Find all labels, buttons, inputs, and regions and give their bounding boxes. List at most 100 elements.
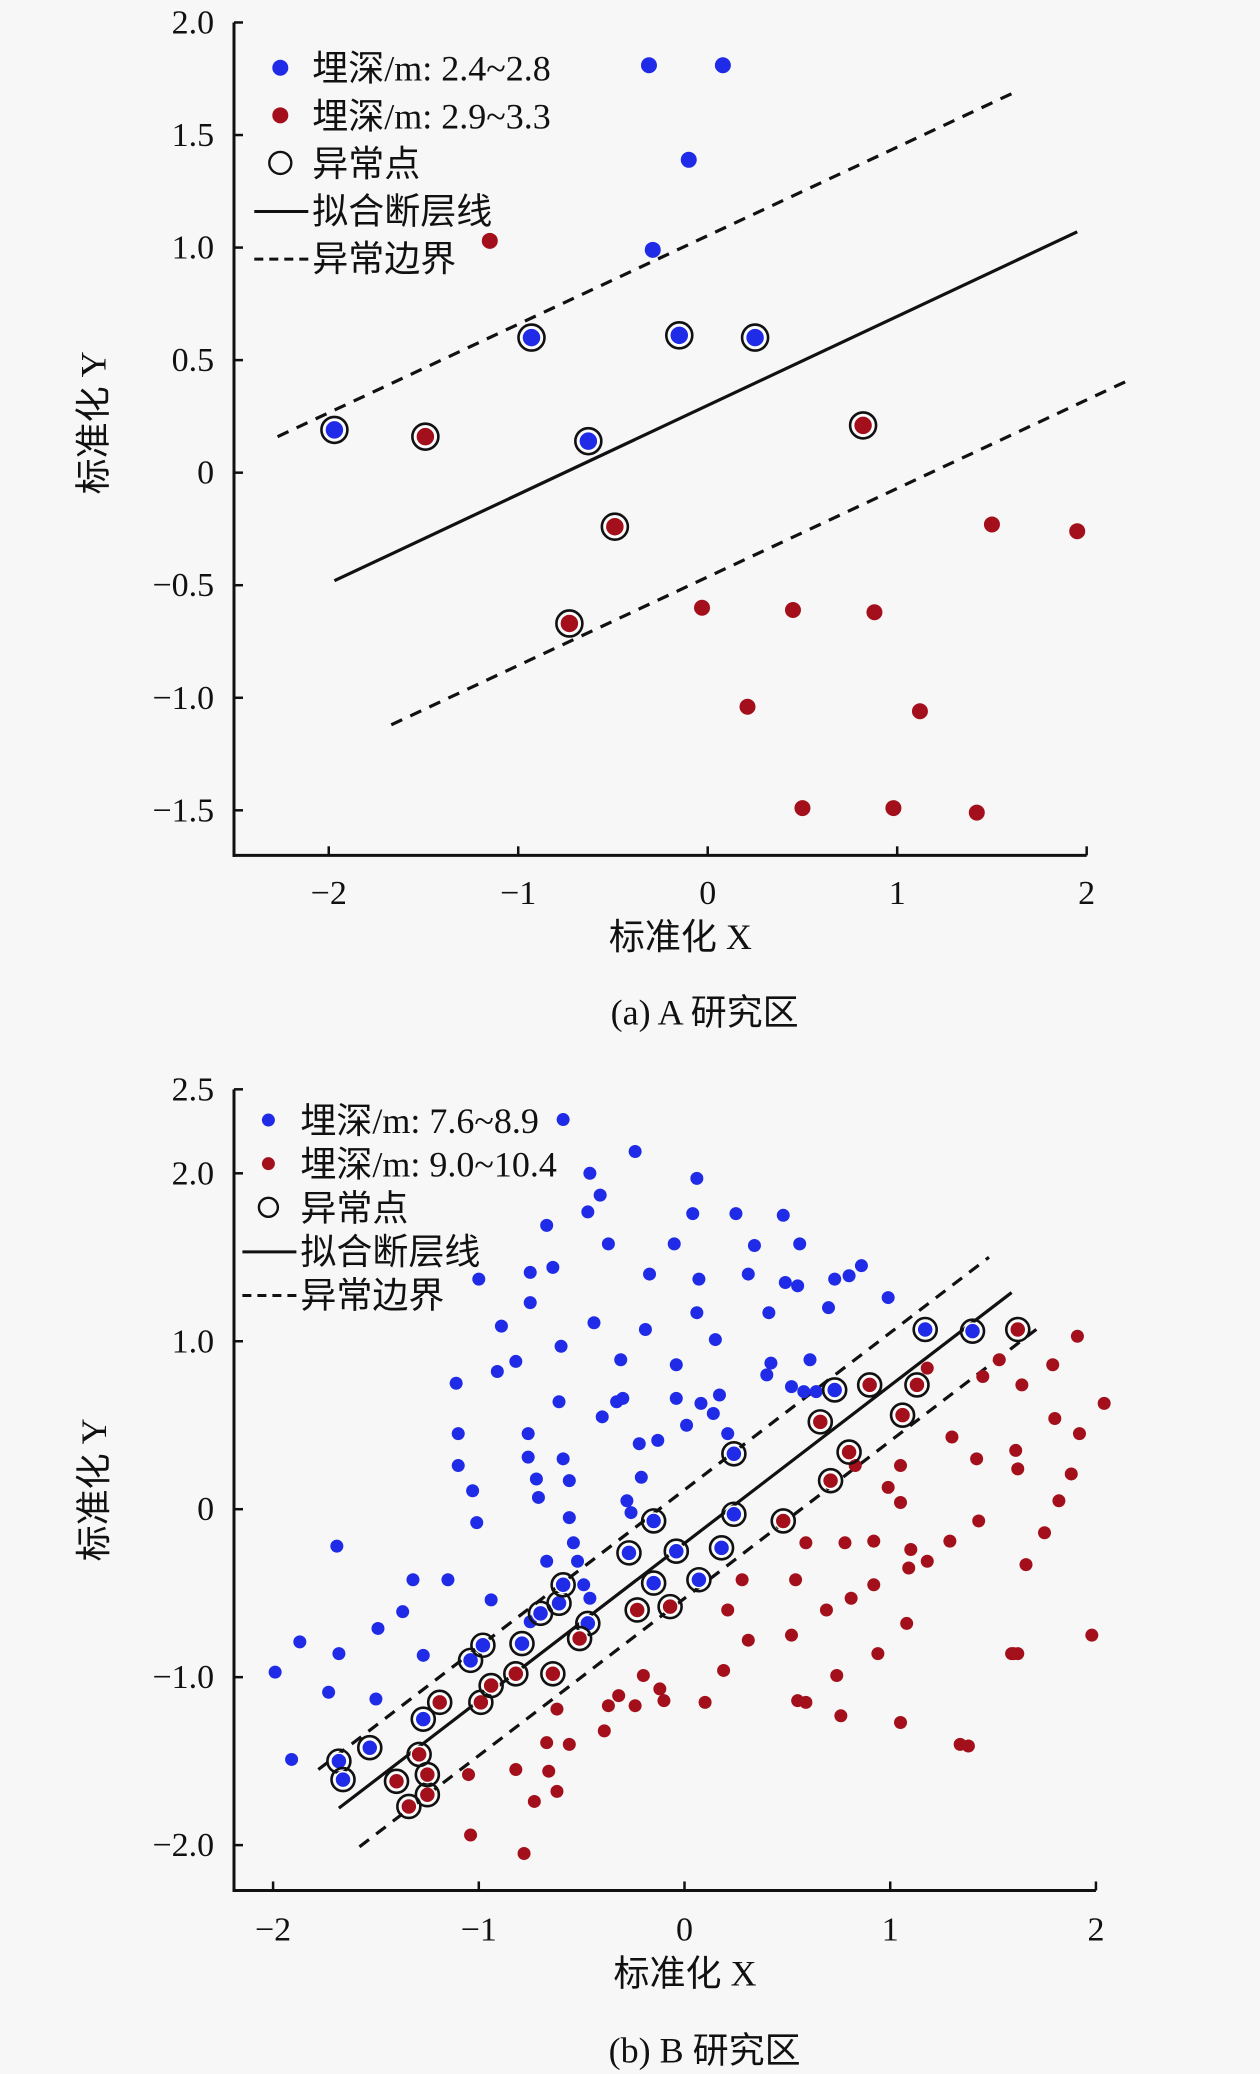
anomaly-ring [356,1734,383,1761]
red-point [1097,1396,1111,1410]
anomaly-boundary-lower [390,378,1130,727]
blue-point [449,1376,463,1390]
red-point [830,1668,844,1682]
blue-point [854,1259,868,1273]
red-point [1064,1467,1078,1481]
red-point [1048,1412,1062,1426]
legend-label-boundary: 异常边界 [300,1276,444,1316]
blue-point [595,1410,609,1424]
red-point [791,1694,805,1708]
blue-point [616,1391,630,1405]
red-anomaly-point [482,1676,500,1695]
blue-anomaly-point [521,327,542,348]
panel-a-legend: 埋深/m: 2.4~2.8 埋深/m: 2.9~3.3 异常点 拟合断层线 异常… [254,49,551,279]
anomaly-ring [912,1316,938,1343]
anomaly-ring [470,1632,496,1659]
red-point [794,800,811,817]
blue-point [784,1380,798,1394]
red-point [694,599,711,616]
red-point [735,1573,749,1587]
anomaly-ring [624,1597,650,1623]
anomaly-ring [770,1508,797,1534]
panel-a-caption: (a) A 研究区 [611,993,799,1033]
red-point [838,1536,852,1550]
legend-label-boundary: 异常边界 [312,239,456,279]
anomaly-ring [555,609,584,638]
blue-point [451,1427,465,1441]
blue-point [494,1319,508,1333]
legend-label-red-series: 埋深/m: 2.9~3.3 [312,96,550,136]
red-anomaly-point [774,1512,793,1530]
blue-point [741,1267,755,1281]
blue-point [523,1265,537,1279]
anomaly-ring [817,1467,844,1494]
anomaly-boundary-upper [276,90,1016,439]
anomaly-ring [383,1768,410,1795]
red-point [961,1739,975,1753]
panel-b-study-area-b: −2 −1 0 1 2 2.5 2.0 1.0 0 −1.0 −2.0 标准化 X 标准化 Y (b… [74,1071,1111,2070]
anomaly-ring [550,1571,576,1598]
blue-point [620,1494,634,1508]
blue-point [571,1554,585,1568]
y-tick-label: 1.5 [172,117,215,154]
anomaly-ring [320,415,349,445]
anomaly-ring [821,1377,848,1403]
red-point [972,1514,986,1528]
blue-point [521,1427,535,1441]
blue-point [638,1322,652,1336]
red-point [550,1784,564,1798]
panel-a-x-axis-label: 标准化 X [609,917,752,957]
blue-point [680,1418,694,1432]
red-point [517,1847,531,1861]
red-point [834,1709,848,1723]
blue-point [651,1433,665,1447]
red-point [943,1534,957,1548]
blue-point [566,1536,580,1550]
panel-a-study-area-a: −2 −1 0 1 2 2.0 1.5 1.0 0.5 0 −0.5 −1.0 −1.5 标准化 X 标… [74,4,1130,1033]
blue-point [577,1578,591,1592]
blue-anomaly-point [725,1505,743,1523]
red-point [819,1603,833,1617]
x-tick-label: −2 [255,1912,291,1949]
blue-anomaly-point [474,1636,492,1654]
x-tick-label: −1 [500,875,536,912]
blue-anomaly-point [550,1594,568,1613]
red-anomaly-point [415,426,436,447]
red-point [894,1716,908,1730]
red-anomaly-point [387,1772,406,1791]
red-point [976,1370,990,1384]
blue-point [747,1239,761,1253]
blue-point [706,1406,720,1420]
red-point [1038,1526,1052,1540]
blue-anomaly-point [578,430,599,452]
y-tick-label: 0.5 [172,342,215,379]
x-tick-label: −1 [461,1912,497,1949]
anomaly-ring [330,1766,356,1793]
y-tick-label: −1.5 [152,792,214,829]
blue-point [593,1188,607,1202]
legend-label-blue-series: 埋深/m: 2.4~2.8 [312,49,550,89]
red-point [464,1828,478,1842]
blue-anomaly-point [330,1752,348,1770]
red-anomaly-point [893,1406,912,1424]
blue-point [441,1573,455,1587]
panel-b-x-axis-label: 标准化 X [613,1954,756,1994]
y-tick-label: 2.0 [172,4,215,41]
blue-point [556,1452,570,1466]
red-anomaly-point [430,1693,449,1712]
blue-anomaly-point [963,1322,982,1340]
red-point [784,601,801,618]
anomaly-ring [600,512,630,541]
blue-point [472,1272,486,1286]
red-point [900,1616,914,1630]
blue-point [509,1354,523,1368]
anomaly-ring [708,1535,735,1561]
blue-point [762,1306,776,1320]
red-anomaly-point [400,1797,418,1816]
anomaly-ring [721,1501,747,1528]
anomaly-ring [848,411,878,440]
blue-anomaly-point [324,419,345,441]
x-tick-label: 2 [1078,875,1095,912]
legend-blue-marker [272,59,289,76]
red-point [920,1361,934,1375]
